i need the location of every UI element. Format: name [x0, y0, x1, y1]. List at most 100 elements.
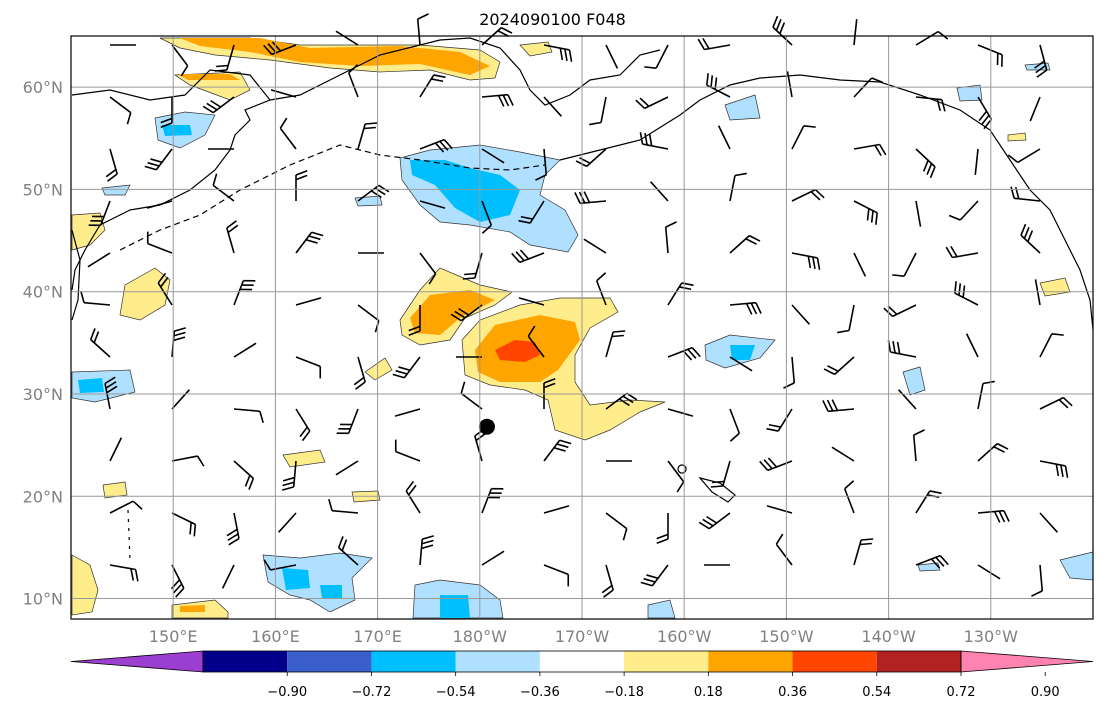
colorbar-tick-label: −0.54 — [436, 685, 476, 700]
wind-barb — [1039, 512, 1058, 533]
wind-barb — [853, 538, 874, 566]
colorbar-segment — [455, 651, 540, 672]
coastline-japan — [71, 229, 81, 321]
latitude-label: 10°N — [23, 590, 63, 609]
wind-barb — [109, 96, 132, 125]
wind-barb — [977, 509, 1010, 523]
wind-barb — [543, 44, 573, 62]
wind-barb — [357, 304, 380, 333]
longitude-label: 170°W — [555, 627, 610, 646]
wind-barb — [535, 148, 548, 181]
negative-anomaly-region — [724, 94, 761, 121]
map-frame — [70, 35, 1094, 620]
wind-barb — [667, 408, 694, 417]
latitude-label: 30°N — [23, 385, 63, 404]
wind-barb — [543, 505, 570, 514]
wind-barb — [281, 460, 297, 491]
negative-anomaly-region — [162, 125, 192, 136]
wind-barb — [639, 132, 669, 150]
wind-barb — [214, 44, 235, 72]
wind-barb — [791, 252, 821, 270]
wind-barb — [171, 327, 187, 358]
wind-barb — [295, 169, 308, 201]
wind-barb — [527, 325, 545, 358]
longitude-label: 150°E — [149, 627, 198, 646]
longitude-label: 140°W — [861, 627, 916, 646]
wind-barb — [394, 439, 421, 462]
wind-barb — [295, 231, 324, 254]
latitude-label: 20°N — [23, 487, 63, 506]
wind-barb — [786, 71, 793, 98]
negative-anomaly-region — [730, 345, 755, 360]
wind-barb — [146, 231, 173, 254]
wind-barb — [481, 487, 504, 514]
wind-barb — [574, 191, 607, 205]
wind-barb — [766, 505, 793, 514]
wind-barb — [644, 44, 669, 69]
wind-barbs — [80, 13, 1073, 598]
negative-anomaly-region — [956, 84, 983, 102]
wind-barb — [419, 252, 437, 285]
wind-barb — [202, 96, 235, 114]
colorbar-tick-label: −0.36 — [520, 685, 560, 700]
wind-barb — [511, 249, 545, 264]
negative-anomaly-region — [282, 568, 310, 590]
wind-barb — [279, 117, 297, 150]
wind-barb — [295, 408, 311, 442]
wind-barb — [109, 437, 123, 462]
wind-barb — [419, 535, 435, 566]
wind-barb — [543, 564, 570, 587]
wind-barb — [335, 460, 359, 476]
latitude-label: 40°N — [23, 283, 63, 302]
wind-barb — [1034, 44, 1048, 78]
colorbar-segment — [876, 651, 961, 672]
wind-barb — [353, 356, 366, 390]
wind-barb — [667, 282, 694, 306]
wind-barb — [419, 138, 453, 153]
wind-barb — [518, 200, 545, 224]
wind-barb — [915, 554, 949, 569]
wind-barb — [915, 200, 922, 227]
negative-anomaly-region — [902, 366, 926, 396]
wind-barb — [278, 512, 297, 533]
wind-barb — [791, 125, 816, 150]
positive-anomaly-region — [282, 449, 326, 468]
wind-barb — [772, 15, 793, 46]
positive-anomaly-region — [102, 481, 128, 499]
wind-barb — [974, 148, 979, 175]
wind-barb — [543, 439, 572, 462]
wind-barb — [1010, 186, 1041, 202]
wind-barb — [640, 564, 669, 587]
wind-barb — [1039, 396, 1073, 410]
wind-barb — [212, 173, 235, 202]
wind-barb — [481, 550, 505, 566]
wind-barb — [157, 272, 173, 306]
wind-barb — [853, 143, 887, 157]
wind-barb — [589, 96, 607, 126]
negative-anomaly-region — [1059, 551, 1094, 581]
wind-barb — [144, 148, 173, 171]
wind-barb — [831, 446, 855, 462]
wind-barb — [595, 272, 607, 306]
wind-barb — [1031, 564, 1044, 597]
wind-barb — [729, 301, 762, 315]
wind-barb — [915, 96, 946, 112]
wind-barb — [405, 480, 421, 514]
wind-barb — [543, 377, 556, 409]
positive-anomaly-region — [178, 74, 240, 80]
wind-barb — [221, 564, 235, 589]
negative-anomaly-region — [410, 160, 520, 222]
wind-barb — [295, 356, 322, 379]
negative-anomaly-region — [647, 599, 676, 619]
wind-barb — [1007, 148, 1041, 164]
wind-barb — [481, 93, 514, 107]
wind-barb — [954, 281, 979, 306]
latitude-label: 60°N — [23, 78, 63, 97]
positive-anomaly-region — [119, 267, 171, 321]
gridlines — [71, 36, 1093, 619]
wind-barb — [233, 408, 264, 424]
colorbar-tick-label: −0.90 — [267, 685, 307, 700]
wind-barb — [729, 172, 747, 202]
wind-barb — [1029, 96, 1041, 122]
wind-barb — [450, 304, 483, 322]
